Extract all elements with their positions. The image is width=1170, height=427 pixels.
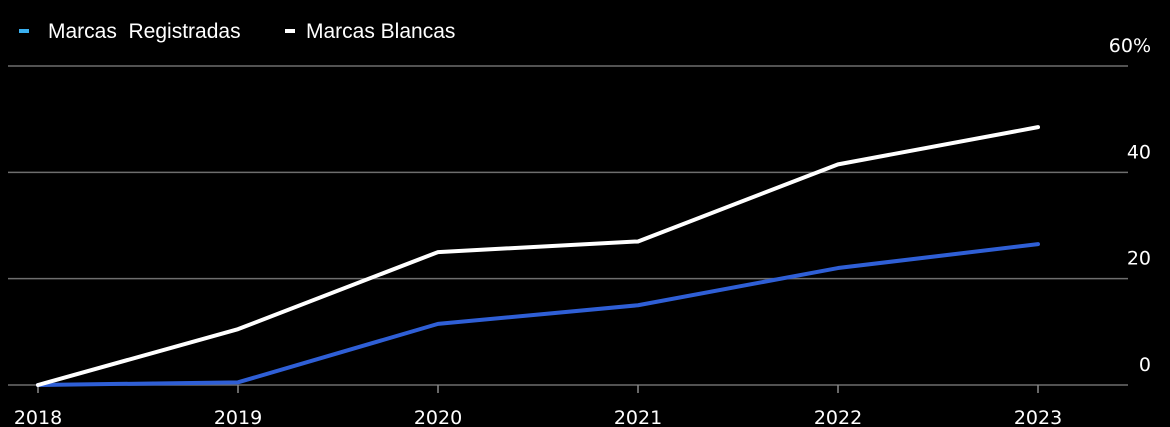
legend-swatch-marcas-blancas	[285, 29, 295, 33]
x-axis-tick-marks	[37, 385, 1039, 393]
x-tick-label-2018: 2018	[14, 407, 62, 427]
x-tick-label-2021: 2021	[614, 407, 662, 427]
y-tick-label-40: 40	[1127, 141, 1151, 163]
series-line-marcas-blancas	[36, 125, 1040, 387]
legend: Marcas Registradas Marcas Blancas	[19, 20, 455, 43]
x-tick-label-2023: 2023	[1014, 407, 1062, 427]
x-axis-ticks: 2018 2019 2020 2021 2022 2023	[14, 407, 1062, 427]
y-axis-ticks: 0 20 40 60%	[1109, 35, 1151, 376]
y-tick-label-60: 60%	[1109, 35, 1151, 57]
gridlines	[8, 65, 1128, 386]
legend-swatch-marcas-registradas	[19, 29, 29, 33]
legend-label-marcas-registradas: Marcas Registradas	[48, 20, 241, 43]
series-line-marcas-registradas	[36, 242, 1040, 387]
series-lines	[36, 125, 1040, 387]
x-tick-label-2022: 2022	[814, 407, 862, 427]
legend-label-marcas-blancas: Marcas Blancas	[306, 20, 455, 43]
y-tick-label-20: 20	[1127, 248, 1151, 270]
y-tick-label-0: 0	[1139, 354, 1151, 376]
x-tick-label-2020: 2020	[414, 407, 462, 427]
x-tick-label-2019: 2019	[214, 407, 262, 427]
